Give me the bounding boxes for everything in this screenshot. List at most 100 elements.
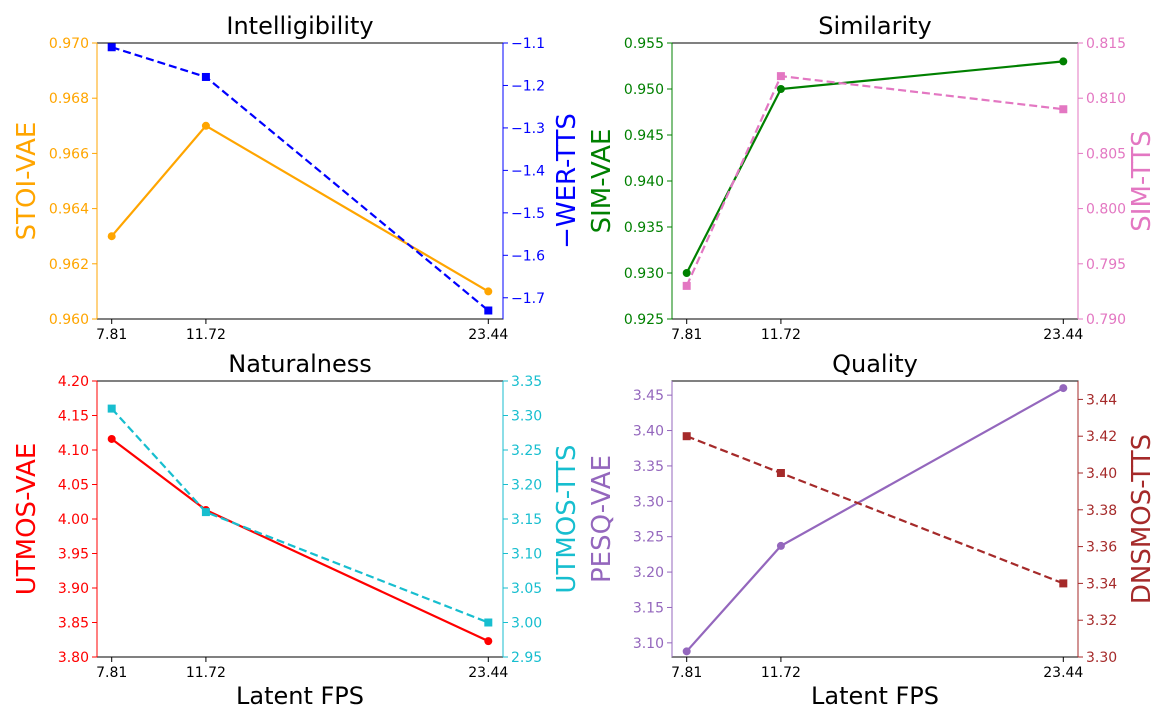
left-y-tick-label: 3.25 [633, 530, 664, 546]
plot-frame [96, 380, 504, 658]
left-series-point [484, 287, 493, 296]
chart-title: Similarity [818, 12, 931, 40]
left-y-tick-label: 0.955 [624, 36, 664, 52]
right-y-tick-label: 3.32 [1086, 613, 1117, 629]
right-y-tick-label: −1.4 [511, 163, 545, 179]
right-y-tick-label: 0.810 [1086, 91, 1126, 107]
left-y-axis-label: PESQ-VAE [587, 455, 617, 583]
right-series-point [776, 469, 785, 477]
right-y-tick-label: 3.00 [511, 616, 542, 632]
right-y-tick-label: −1.3 [511, 121, 545, 137]
left-y-tick-label: 3.45 [633, 388, 664, 404]
x-tick-label: 11.72 [186, 665, 226, 681]
chart-panel-0: Intelligibility 7.81 11.72 23.44 0.960 0.962 0… [12, 12, 582, 343]
left-series-point [1059, 384, 1068, 393]
right-y-tick-label: 3.38 [1086, 503, 1117, 519]
left-y-tick-label: 3.95 [58, 547, 89, 563]
right-series-point [484, 306, 493, 315]
right-series-point [201, 72, 210, 81]
right-series-line [111, 46, 490, 312]
left-series-line [685, 60, 1064, 274]
left-y-tick-label: 3.30 [633, 494, 664, 510]
left-y-tick-label: 0.968 [49, 91, 89, 107]
right-y-tick-label: 3.42 [1086, 429, 1117, 445]
left-y-axis-label: UTMOS-VAE [12, 443, 42, 596]
left-y-axis-label: STOI-VAE [12, 122, 42, 241]
right-y-axis-label: SIM-TTS [1127, 130, 1157, 231]
x-tick-label: 23.44 [1043, 665, 1083, 681]
left-y-tick-label: 0.945 [624, 128, 664, 144]
left-series-point [682, 647, 691, 656]
right-series-point [107, 404, 116, 413]
right-y-tick-label: 3.36 [1086, 540, 1117, 556]
left-y-axis-label: SIM-VAE [587, 129, 617, 234]
left-y-tick-label: 3.10 [633, 636, 664, 652]
left-y-tick-label: 4.05 [58, 478, 89, 494]
right-y-tick-label: 3.44 [1086, 392, 1117, 408]
left-y-tick-label: 4.20 [58, 374, 89, 390]
right-series-point [1059, 105, 1068, 114]
left-y-tick-label: 3.90 [58, 581, 89, 597]
left-series-point [776, 85, 785, 93]
left-y-tick-label: 0.964 [49, 202, 89, 218]
left-y-tick-label: 3.40 [633, 424, 664, 440]
right-series-line [686, 435, 1064, 585]
x-tick-label: 23.44 [468, 327, 508, 343]
left-y-tick-label: 0.935 [624, 220, 664, 236]
left-y-tick-label: 0.966 [49, 146, 89, 162]
right-series-point [776, 72, 785, 81]
left-series-line [110, 124, 489, 293]
x-tick-label: 7.81 [671, 665, 702, 681]
x-tick-label: 23.44 [1043, 327, 1083, 343]
chart-title: Naturalness [228, 350, 372, 378]
right-y-tick-label: 3.40 [1086, 466, 1117, 482]
x-tick-label: 7.81 [96, 327, 127, 343]
chart-title: Quality [832, 350, 918, 378]
right-y-tick-label: 3.25 [511, 443, 542, 459]
left-y-tick-label: 4.00 [58, 512, 89, 528]
left-y-tick-label: 4.10 [58, 443, 89, 459]
right-series-line [685, 74, 1064, 287]
left-y-tick-label: 0.960 [49, 312, 89, 328]
left-y-tick-label: 0.925 [624, 312, 664, 328]
plot-frame [671, 380, 1079, 658]
right-y-tick-label: 0.795 [1086, 257, 1126, 273]
right-y-tick-label: 0.800 [1086, 202, 1126, 218]
left-series-point [107, 434, 116, 443]
right-y-tick-label: 3.34 [1086, 576, 1117, 592]
right-y-tick-label: 0.815 [1086, 36, 1126, 52]
x-tick-label: 7.81 [96, 665, 127, 681]
right-y-tick-label: −1.1 [511, 36, 545, 52]
left-series-point [776, 541, 785, 550]
right-y-tick-label: 2.95 [511, 650, 542, 666]
right-y-tick-label: 0.790 [1086, 312, 1126, 328]
right-y-axis-label: DNSMOS-TTS [1127, 434, 1157, 604]
left-series-line [685, 387, 1064, 653]
left-y-tick-label: 0.962 [49, 257, 89, 273]
x-tick-label: 11.72 [186, 327, 226, 343]
chart-title: Intelligibility [226, 12, 373, 40]
left-y-tick-label: 4.15 [58, 409, 89, 425]
chart-panel-1: Similarity 7.81 11.72 23.44 0.925 0.930 0.935 0… [587, 12, 1157, 343]
right-y-tick-label: 3.30 [1086, 650, 1117, 666]
left-y-tick-label: 0.930 [624, 266, 664, 282]
right-series-point [1059, 579, 1068, 588]
left-y-tick-label: 0.950 [624, 82, 664, 98]
right-series-point [484, 618, 493, 627]
left-series-point [484, 637, 493, 646]
x-tick-label: 23.44 [468, 665, 508, 681]
chart-panel-2: Naturalness 7.81 11.72 23.44 3.80 3.85 3.90 3.9… [12, 350, 582, 710]
right-y-tick-label: 3.15 [511, 512, 542, 528]
left-y-tick-label: 3.85 [58, 616, 89, 632]
left-series-line [111, 438, 489, 643]
right-series-point [107, 43, 116, 52]
right-y-tick-label: −1.5 [511, 206, 545, 222]
left-series-point [682, 269, 691, 277]
left-y-tick-label: 3.20 [633, 565, 664, 581]
left-series-point [201, 121, 210, 130]
left-y-tick-label: 3.80 [58, 650, 89, 666]
right-y-tick-label: 3.05 [511, 581, 542, 597]
left-y-tick-label: 3.15 [633, 600, 664, 616]
right-series-line [110, 407, 489, 624]
